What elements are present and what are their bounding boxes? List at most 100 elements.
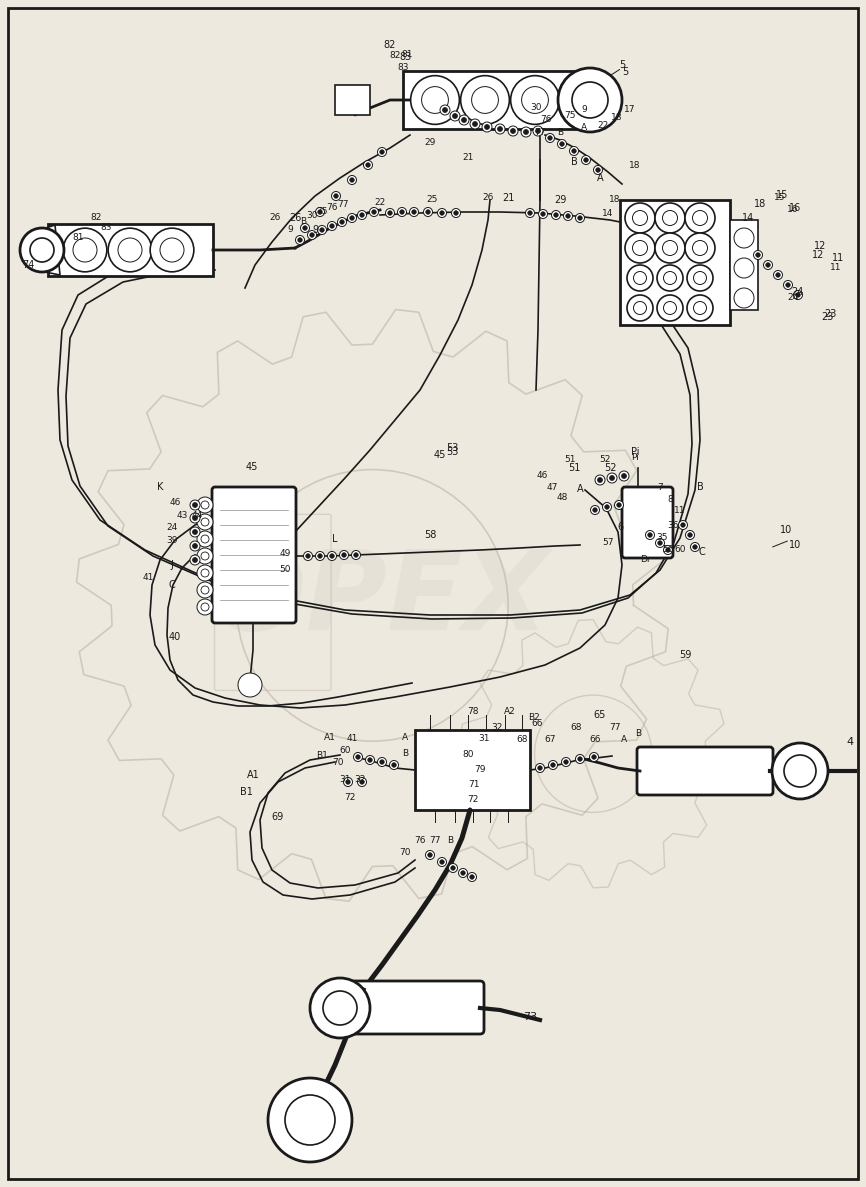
Text: B: B <box>635 729 641 738</box>
Circle shape <box>390 761 398 769</box>
Text: J: J <box>171 560 173 570</box>
Circle shape <box>526 209 534 217</box>
Circle shape <box>197 514 213 531</box>
Text: 77: 77 <box>610 723 621 732</box>
Circle shape <box>327 552 337 560</box>
Circle shape <box>368 757 372 762</box>
Circle shape <box>197 497 213 513</box>
Circle shape <box>160 237 184 262</box>
Text: 16: 16 <box>787 205 798 214</box>
Text: 51: 51 <box>565 455 576 464</box>
Text: 30: 30 <box>530 103 542 112</box>
Text: 5: 5 <box>622 66 628 77</box>
Circle shape <box>596 167 600 172</box>
Circle shape <box>694 301 707 315</box>
Circle shape <box>595 475 605 485</box>
Circle shape <box>655 203 685 233</box>
Text: 53: 53 <box>446 447 458 457</box>
Circle shape <box>339 220 345 224</box>
Text: 41: 41 <box>142 573 153 582</box>
Circle shape <box>584 158 588 163</box>
Circle shape <box>320 228 324 233</box>
Text: 53: 53 <box>446 443 458 453</box>
Text: B: B <box>571 157 578 167</box>
Text: 32: 32 <box>354 775 365 783</box>
Text: 26: 26 <box>269 212 281 222</box>
Circle shape <box>378 147 386 157</box>
Text: 5: 5 <box>619 61 625 70</box>
Text: L: L <box>333 534 338 544</box>
Text: 68: 68 <box>516 735 527 744</box>
Circle shape <box>578 216 582 221</box>
Circle shape <box>422 87 449 114</box>
Text: 58: 58 <box>423 531 436 540</box>
Text: 21: 21 <box>501 193 514 203</box>
Text: 75: 75 <box>565 112 576 120</box>
Circle shape <box>561 757 571 767</box>
Text: 72: 72 <box>345 793 356 802</box>
Circle shape <box>657 296 683 320</box>
Circle shape <box>546 133 554 142</box>
Circle shape <box>592 508 598 513</box>
Circle shape <box>310 978 370 1037</box>
Circle shape <box>581 155 591 165</box>
Circle shape <box>428 852 432 857</box>
Circle shape <box>511 76 559 125</box>
Circle shape <box>201 501 209 509</box>
Circle shape <box>663 301 676 315</box>
Circle shape <box>350 178 354 183</box>
Text: 70: 70 <box>399 848 410 857</box>
Text: 18: 18 <box>610 195 621 204</box>
Text: Pi: Pi <box>631 453 639 462</box>
Circle shape <box>663 272 676 285</box>
Circle shape <box>372 210 376 214</box>
Circle shape <box>201 535 209 542</box>
Text: 25: 25 <box>426 195 437 204</box>
Text: 36: 36 <box>667 521 679 531</box>
Text: 24: 24 <box>787 293 798 301</box>
Text: 10: 10 <box>789 540 801 550</box>
Circle shape <box>603 502 611 512</box>
Circle shape <box>333 193 339 198</box>
Circle shape <box>666 547 670 552</box>
Circle shape <box>622 474 626 478</box>
FancyBboxPatch shape <box>622 487 673 558</box>
Circle shape <box>440 104 450 115</box>
Circle shape <box>450 865 456 870</box>
Circle shape <box>298 237 302 242</box>
Text: 50: 50 <box>279 565 291 575</box>
Circle shape <box>632 210 648 226</box>
Circle shape <box>461 76 509 125</box>
Circle shape <box>686 531 695 540</box>
Circle shape <box>307 230 316 240</box>
Text: A: A <box>581 123 587 132</box>
Circle shape <box>645 531 655 540</box>
Circle shape <box>190 513 200 523</box>
Circle shape <box>734 258 754 278</box>
Text: 31: 31 <box>339 775 351 783</box>
Circle shape <box>593 165 603 174</box>
Circle shape <box>318 226 326 235</box>
Circle shape <box>693 210 708 226</box>
Circle shape <box>73 237 97 262</box>
Circle shape <box>346 780 350 785</box>
Circle shape <box>572 148 576 153</box>
Text: 46: 46 <box>536 471 547 480</box>
Text: 82: 82 <box>390 51 401 61</box>
Circle shape <box>338 217 346 227</box>
Circle shape <box>411 210 417 214</box>
Text: 76: 76 <box>326 203 338 212</box>
Bar <box>403 71 578 129</box>
Circle shape <box>784 755 816 787</box>
Circle shape <box>619 471 629 481</box>
Circle shape <box>538 766 542 770</box>
Circle shape <box>385 209 395 217</box>
Circle shape <box>306 554 310 558</box>
Circle shape <box>469 875 475 880</box>
Circle shape <box>344 777 352 787</box>
Text: A: A <box>621 735 627 744</box>
Circle shape <box>473 121 477 127</box>
Text: 10: 10 <box>780 525 792 535</box>
Text: 35: 35 <box>656 533 668 542</box>
Text: 51: 51 <box>568 463 580 472</box>
